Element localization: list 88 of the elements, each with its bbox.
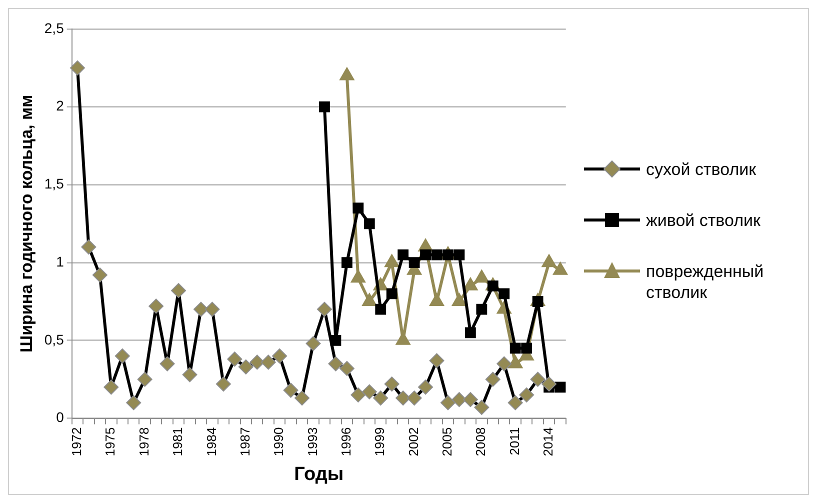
x-tick-label: 1996	[338, 427, 354, 456]
y-tick-label: 2	[56, 98, 64, 114]
point	[294, 390, 310, 406]
point	[384, 376, 400, 392]
point	[431, 249, 442, 260]
x-tick-label: 1990	[271, 427, 286, 456]
point	[126, 395, 142, 410]
point	[510, 342, 521, 354]
point	[306, 336, 321, 352]
point	[373, 390, 388, 406]
x-tick-label: 1972	[69, 427, 84, 456]
point	[476, 304, 488, 315]
point	[227, 352, 242, 367]
y-tick-label: 1	[56, 253, 64, 270]
point	[406, 390, 422, 406]
point	[487, 280, 498, 292]
point	[339, 360, 354, 376]
point	[92, 268, 108, 283]
point	[485, 372, 500, 387]
x-tick-label: 2002	[406, 427, 421, 456]
point	[454, 249, 465, 260]
point	[420, 249, 431, 260]
y-axis-title: Ширина годичного кольца, мм	[16, 94, 36, 353]
x-tick-label: 1981	[170, 427, 186, 456]
y-tick-label: 2,5	[44, 20, 64, 36]
point	[554, 382, 566, 393]
point	[362, 384, 377, 400]
point	[171, 283, 186, 298]
point	[341, 257, 352, 268]
x-tick-label: 2014	[540, 427, 556, 456]
point	[250, 354, 265, 370]
point	[440, 395, 456, 410]
x-tick-label: 1993	[304, 427, 320, 456]
point	[193, 302, 208, 317]
point	[216, 376, 231, 392]
point	[521, 342, 532, 354]
point	[283, 382, 298, 398]
point	[260, 354, 276, 370]
x-tick-label: 1999	[372, 427, 388, 456]
point	[204, 302, 220, 317]
point	[442, 249, 454, 260]
point	[508, 395, 523, 410]
point	[350, 387, 366, 402]
point	[386, 288, 398, 300]
point	[319, 101, 330, 112]
x-tick-label: 1984	[204, 427, 219, 456]
point	[375, 304, 386, 315]
point	[137, 372, 152, 387]
point	[398, 249, 409, 260]
point	[474, 400, 490, 415]
point	[272, 348, 288, 364]
legend-label: поврежденный стволик	[646, 261, 765, 303]
point	[418, 380, 434, 395]
point	[464, 327, 476, 338]
point	[530, 372, 546, 387]
x-axis-title: Годы	[294, 464, 344, 485]
point	[238, 359, 254, 374]
point	[498, 288, 510, 300]
point	[70, 60, 85, 76]
point	[496, 356, 512, 372]
point	[452, 392, 467, 408]
point	[542, 376, 557, 392]
x-tick-label: 2008	[473, 427, 488, 456]
point	[429, 353, 444, 368]
point	[160, 356, 175, 372]
x-tick-label: 2011	[506, 427, 522, 456]
y-tick-label: 1,5	[44, 176, 64, 192]
point	[364, 218, 375, 230]
legend-label: живой стволик	[646, 210, 760, 231]
point	[81, 239, 96, 254]
y-tick-label: 0	[56, 409, 64, 426]
point	[182, 367, 198, 382]
point	[104, 380, 119, 395]
x-tick-label: 1975	[102, 427, 118, 456]
point	[519, 387, 534, 402]
point	[408, 257, 420, 268]
point	[352, 202, 364, 214]
x-tick-label: 1987	[237, 427, 252, 456]
x-tick-label: 1978	[136, 427, 152, 456]
point	[316, 302, 332, 317]
y-tick-label: 0,5	[44, 331, 64, 348]
point	[328, 356, 344, 372]
point	[114, 348, 130, 364]
point	[148, 298, 164, 314]
point	[396, 390, 411, 406]
point	[462, 392, 478, 408]
legend-label: сухой стволик	[646, 159, 756, 180]
x-tick-label: 2005	[440, 427, 455, 456]
